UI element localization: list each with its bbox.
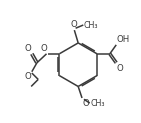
Text: O: O bbox=[24, 44, 31, 53]
Text: O: O bbox=[83, 99, 89, 108]
Text: O: O bbox=[25, 72, 31, 81]
Text: CH₃: CH₃ bbox=[84, 21, 98, 30]
Text: O: O bbox=[41, 44, 47, 53]
Text: CH₃: CH₃ bbox=[90, 99, 105, 108]
Text: O: O bbox=[71, 21, 78, 30]
Text: OH: OH bbox=[116, 35, 130, 44]
Text: O: O bbox=[116, 64, 123, 73]
